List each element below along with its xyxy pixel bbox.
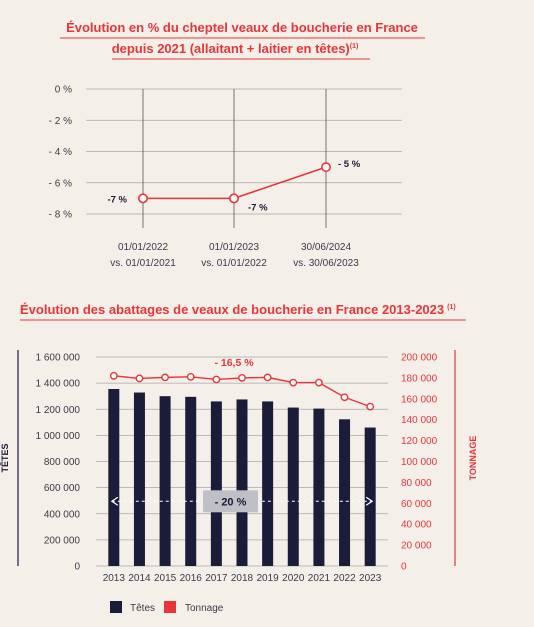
c2-ytick-left: 1 600 000 <box>36 353 81 364</box>
c2-ytick-left: 800 000 <box>44 457 81 468</box>
c2-bar-tetes <box>364 427 376 566</box>
c2-xtick-year: 2022 <box>333 573 356 584</box>
c1-data-point <box>229 193 240 204</box>
c1-xtick-date: 01/01/2022 <box>118 242 168 253</box>
c2-ytick-left: 1 400 000 <box>36 379 81 390</box>
legend-swatch-tetes <box>110 601 122 613</box>
c2-annotation-tonnage: - 16,5 % <box>214 357 254 369</box>
c2-ytick-right: 120 000 <box>401 436 438 447</box>
c1-data-point <box>320 162 331 173</box>
c1-ytick-label: - 2 % <box>49 116 72 127</box>
ylabel-left: TÊTES <box>0 443 10 472</box>
c2-bar-tetes <box>185 396 197 566</box>
c2-ytick-left: 600 000 <box>44 483 81 494</box>
c2-xtick-year: 2023 <box>359 573 382 584</box>
c2-tonnage-point <box>315 378 323 387</box>
c2-bar-tetes <box>339 419 351 566</box>
c2-ytick-left: 1 000 000 <box>36 431 81 442</box>
legend: Têtes Tonnage <box>110 601 224 614</box>
c2-ytick-right: 60 000 <box>401 499 432 510</box>
c2-xtick-year: 2019 <box>257 573 280 584</box>
c2-bar-tetes <box>287 407 299 566</box>
legend-swatch-tonnage <box>164 601 176 613</box>
c1-data-label: -7 % <box>107 194 127 205</box>
c2-tonnage-point <box>135 374 144 383</box>
c2-bar-tetes <box>262 401 274 566</box>
c2-bar-tetes <box>313 408 325 566</box>
c2-annotation-tetes: - 20 % <box>215 496 247 508</box>
c2-ytick-right: 160 000 <box>401 394 438 405</box>
c2-tonnage-point <box>161 373 169 382</box>
ylabel-right: TONNAGE <box>468 436 478 481</box>
chart1-title-note: (1) <box>350 43 359 50</box>
c2-ytick-right: 40 000 <box>401 520 432 531</box>
c2-tonnage-point <box>289 378 298 387</box>
c2-bar-tetes <box>108 389 120 566</box>
c2-annotation-arrow-left <box>110 496 119 506</box>
c1-ytick-label: - 8 % <box>49 210 72 221</box>
c1-xtick-ref: vs. 01/01/2022 <box>201 258 267 269</box>
chart1-title-line2: depuis 2021 (allaitant + laitier en tête… <box>112 41 359 56</box>
c2-xtick-year: 2015 <box>154 573 177 584</box>
c1-data-point <box>138 193 149 204</box>
c2-ytick-left: 200 000 <box>44 535 81 546</box>
c2-xtick-year: 2021 <box>308 573 331 584</box>
c2-bar-tetes <box>159 396 171 566</box>
c2-tonnage-point <box>366 402 375 411</box>
legend-label-tonnage: Tonnage <box>185 603 224 614</box>
chart2-title: Évolution des abattages de veaux de bouc… <box>20 302 456 317</box>
c2-bar-tetes <box>236 399 248 566</box>
c1-xtick-date: 01/01/2023 <box>209 242 259 253</box>
c2-tonnage-point <box>186 372 195 381</box>
c1-data-label: -7 % <box>248 202 268 213</box>
c1-xtick-date: 30/06/2024 <box>301 242 351 253</box>
c2-xtick-year: 2018 <box>231 573 254 584</box>
c2-ytick-right: 180 000 <box>401 373 438 384</box>
c2-bar-tetes <box>133 392 145 566</box>
c2-tonnage-point <box>212 375 221 384</box>
c2-ytick-right: 140 000 <box>401 415 438 426</box>
c1-ytick-label: - 4 % <box>49 147 72 158</box>
c2-xtick-year: 2017 <box>205 573 228 584</box>
c2-ytick-right: 20 000 <box>401 541 432 552</box>
c2-tonnage-point <box>238 374 246 382</box>
cheptel-line-chart: Évolution en % du cheptel veaux de bouch… <box>49 20 425 269</box>
c2-xtick-year: 2013 <box>103 573 126 584</box>
chart1-title-line2-text: depuis 2021 (allaitant + laitier en tête… <box>112 41 350 56</box>
legend-label-tetes: Têtes <box>130 603 155 614</box>
c2-ytick-left: 0 <box>74 562 80 573</box>
c2-tonnage-point <box>109 371 118 380</box>
c1-xtick-ref: vs. 30/06/2023 <box>293 258 359 269</box>
abattages-combo-chart: Évolution des abattages de veaux de bouc… <box>0 302 478 614</box>
c2-xtick-year: 2020 <box>282 573 305 584</box>
c2-tonnage-point <box>340 393 349 402</box>
c2-ytick-right: 100 000 <box>401 457 438 468</box>
c2-bar-tetes <box>210 401 222 566</box>
c1-ytick-label: 0 % <box>55 85 72 96</box>
chart2-title-text: Évolution des abattages de veaux de bouc… <box>20 302 444 317</box>
chart2-title-note: (1) <box>447 304 456 311</box>
c2-annotation-box <box>203 490 258 513</box>
c1-ytick-label: - 6 % <box>49 178 72 189</box>
c1-data-label: - 5 % <box>338 159 361 170</box>
c2-ytick-right: 80 000 <box>401 478 432 489</box>
c2-xtick-year: 2016 <box>180 573 203 584</box>
c2-ytick-right: 200 000 <box>401 353 438 364</box>
c1-xtick-ref: vs. 01/01/2021 <box>110 258 176 269</box>
c2-xtick-year: 2014 <box>128 573 151 584</box>
c2-ytick-left: 1 200 000 <box>36 405 81 416</box>
chart1-title-line1: Évolution en % du cheptel veaux de bouch… <box>66 20 418 35</box>
c2-annotation-arrow-right <box>365 496 374 506</box>
c2-tonnage-point <box>263 373 272 382</box>
c2-ytick-right: 0 <box>401 562 407 573</box>
c2-ytick-left: 400 000 <box>44 509 81 520</box>
